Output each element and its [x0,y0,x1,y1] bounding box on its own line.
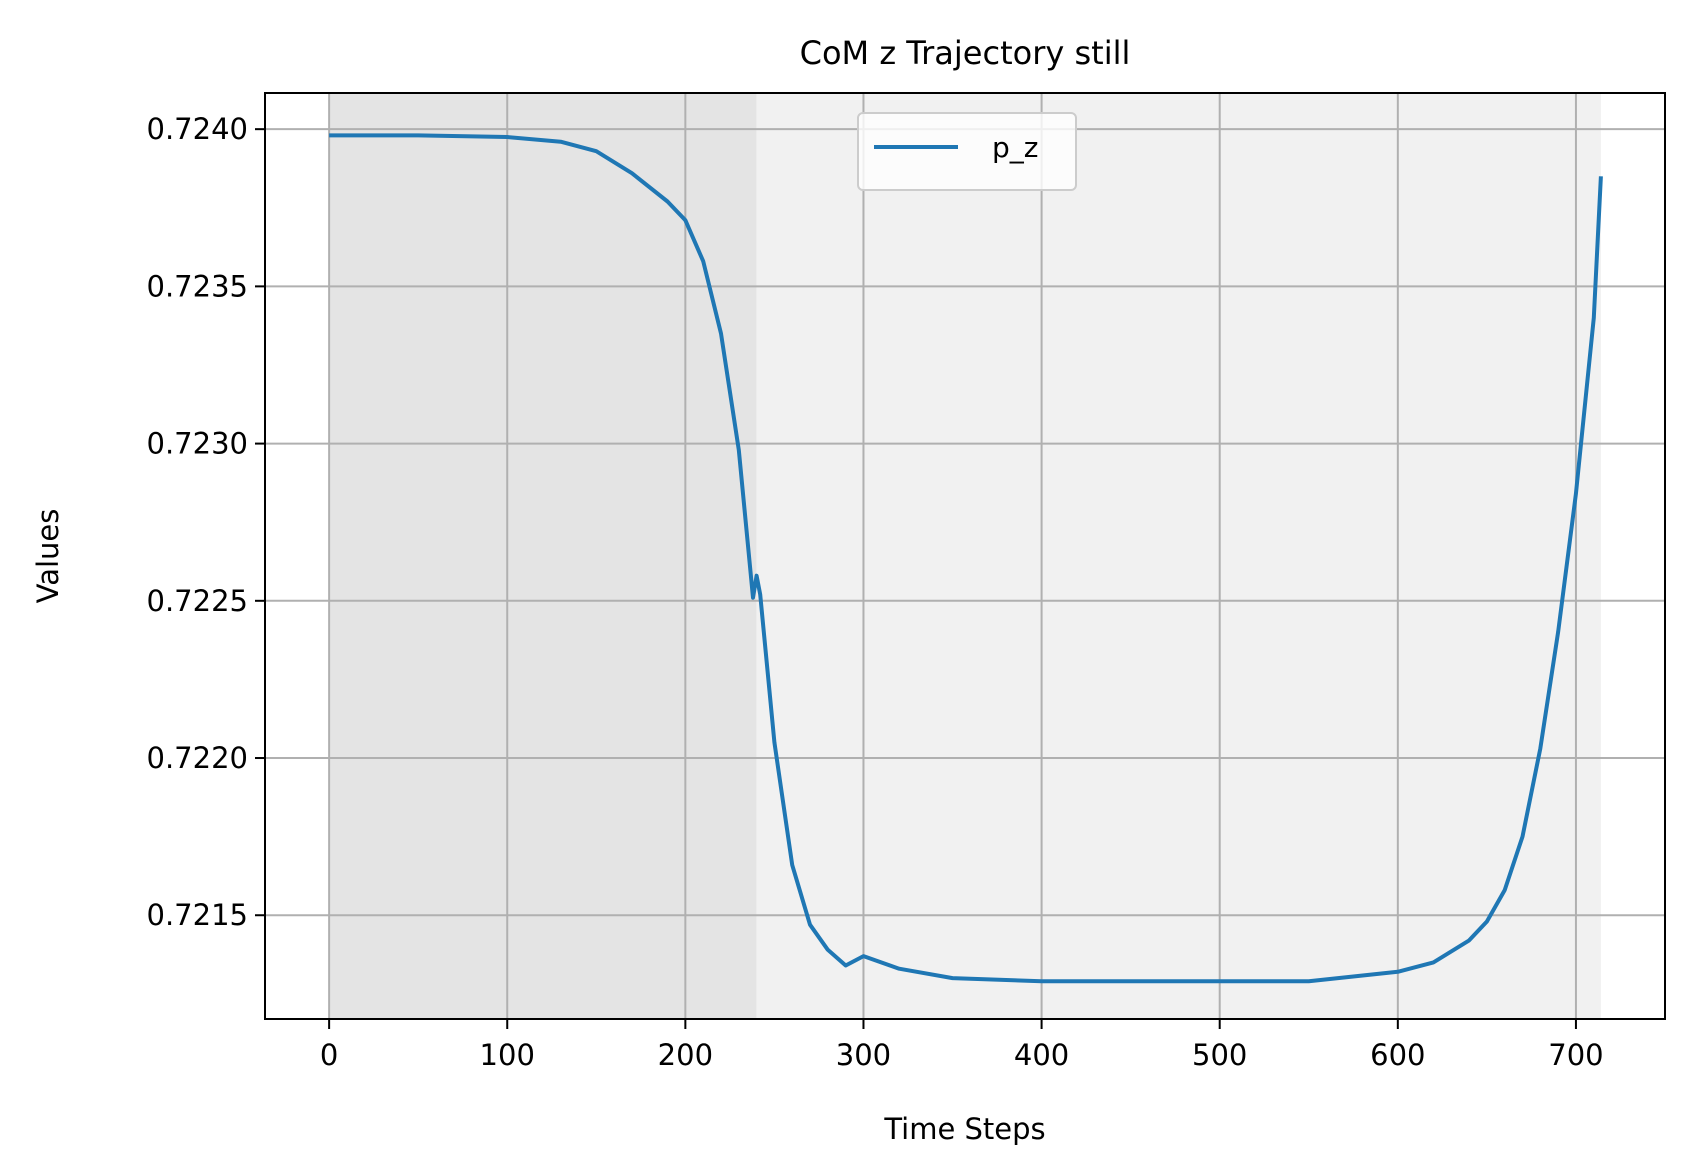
y-tick-label: 0.7240 [147,112,248,146]
x-tick-label: 100 [480,1038,535,1072]
x-axis-ticks: 0 100 200 300 400 500 600 700 [320,1019,1604,1072]
y-tick-label: 0.7230 [147,427,248,461]
x-tick-label: 300 [836,1038,891,1072]
y-tick-label: 0.7220 [147,741,248,775]
y-axis-ticks: 0.7215 0.7220 0.7225 0.7230 0.7235 0.7240 [147,112,265,932]
x-tick-label: 500 [1192,1038,1247,1072]
y-tick-label: 0.7215 [147,898,248,932]
x-tick-label: 600 [1370,1038,1425,1072]
gridlines [265,93,1665,1019]
plot-area [265,93,1665,1019]
y-axis-label: Values [31,509,65,604]
y-tick-label: 0.7235 [147,269,248,303]
x-tick-label: 200 [658,1038,713,1072]
legend-box [857,112,1077,191]
x-tick-label: 700 [1548,1038,1603,1072]
x-axis-label: Time Steps [883,1112,1045,1146]
legend-label-p_z: p_z [992,131,1038,164]
shaded-region-1 [756,93,1601,1019]
x-tick-label: 400 [1014,1038,1069,1072]
chart-title: CoM z Trajectory still [800,34,1131,72]
plot-frame [264,92,1666,1020]
y-tick-label: 0.7225 [147,584,248,618]
series-line-p_z [329,133,1603,984]
series-layer [329,133,1603,984]
legend: p_z [857,112,1077,191]
x-tick-label: 0 [320,1038,338,1072]
